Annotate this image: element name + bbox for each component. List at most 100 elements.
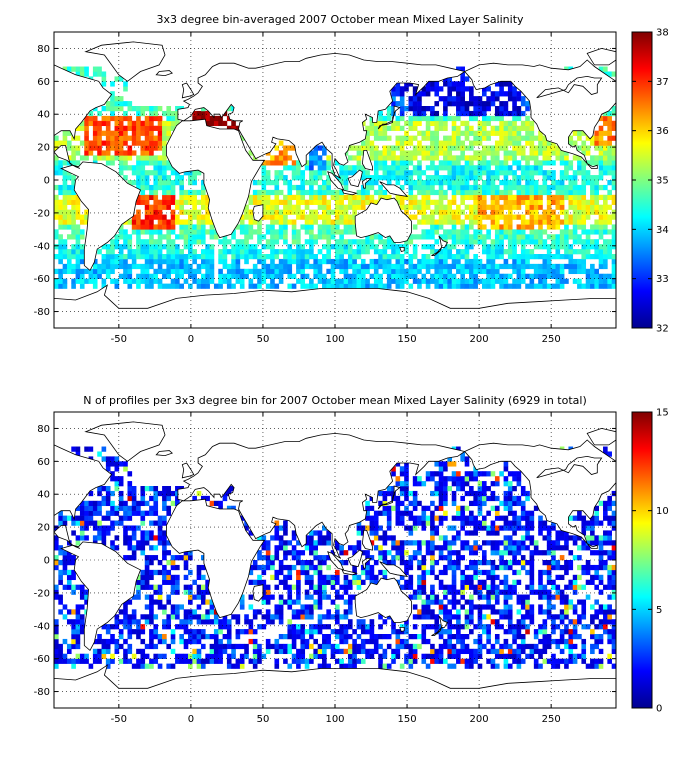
bin-cell (577, 258, 582, 265)
bin-cell (564, 175, 569, 181)
bin-cell (335, 569, 340, 576)
bin-cell (399, 638, 405, 645)
bin-cell (490, 244, 496, 250)
bin-cell (196, 115, 202, 122)
bin-cell (438, 471, 444, 477)
bin-cell (153, 505, 159, 511)
bin-cell (585, 249, 591, 255)
bin-cell (603, 258, 608, 265)
bin-cell (118, 130, 124, 136)
bin-cell (382, 263, 388, 270)
bin-cell (555, 263, 561, 270)
bin-cell (499, 209, 504, 215)
bin-cell (577, 189, 582, 196)
bin-cell (54, 170, 59, 176)
bin-cell (179, 273, 184, 279)
bin-cell (464, 120, 470, 127)
bin-cell (572, 204, 578, 210)
bin-cell (486, 530, 491, 536)
bin-cell (520, 145, 526, 151)
bin-cell (313, 555, 318, 561)
bin-cell (166, 574, 172, 581)
bin-cell (529, 283, 535, 289)
bin-cell (490, 550, 496, 556)
bin-cell (313, 150, 318, 156)
bin-cell (347, 609, 353, 615)
bin-cell (559, 283, 565, 289)
bin-cell (326, 609, 331, 615)
bin-cell (512, 101, 517, 107)
bin-cell (75, 239, 81, 245)
bin-cell (54, 535, 59, 541)
bin-cell (507, 194, 513, 201)
bin-cell (564, 249, 569, 255)
bin-cell (499, 254, 504, 260)
bin-cell (391, 658, 396, 664)
bin-cell (516, 278, 522, 284)
bin-cell (382, 550, 388, 556)
bin-cell (373, 258, 379, 265)
bin-cell (257, 643, 262, 650)
bin-cell (412, 263, 418, 270)
bin-cell (564, 165, 569, 171)
bin-cell (105, 249, 111, 255)
bin-cell (200, 619, 206, 625)
bin-cell (317, 574, 323, 581)
bin-cell (473, 155, 478, 161)
bin-cell (166, 110, 172, 117)
bin-cell (123, 619, 128, 625)
bin-cell (382, 505, 388, 511)
bin-cell (88, 515, 94, 521)
bin-cell (360, 643, 366, 650)
bin-cell (494, 155, 500, 161)
bin-cell (335, 254, 340, 260)
bin-cell (464, 481, 470, 487)
bin-cell (551, 234, 556, 240)
bin-cell (326, 184, 331, 191)
bin-cell (568, 160, 574, 166)
bin-cell (425, 604, 431, 610)
bin-cell (140, 510, 146, 516)
bin-cell (304, 254, 310, 260)
bin-cell (382, 283, 388, 289)
bin-cell (598, 258, 604, 265)
bin-cell (97, 505, 102, 511)
bin-cell (533, 283, 539, 289)
bin-cell (373, 648, 379, 655)
bin-cell (430, 160, 435, 166)
bin-cell (335, 609, 340, 615)
bin-cell (451, 209, 457, 215)
bin-cell (598, 115, 604, 122)
bin-cell (568, 229, 574, 235)
bin-cell (218, 258, 223, 265)
bin-cell (270, 560, 275, 566)
bin-cell (551, 145, 556, 151)
bin-cell (192, 209, 197, 215)
bin-cell (62, 66, 68, 72)
bin-cell (136, 263, 141, 270)
bin-cell (369, 629, 375, 635)
bin-cell (162, 214, 167, 220)
bin-cell (417, 278, 422, 284)
bin-cell (577, 199, 582, 205)
bin-cell (365, 505, 370, 511)
land-polygon (53, 64, 113, 141)
bin-cell (507, 199, 513, 205)
bin-cell (460, 555, 465, 561)
bin-cell (200, 278, 206, 284)
bin-cell (421, 110, 427, 117)
bin-cell (456, 106, 461, 112)
bin-cell (54, 564, 59, 571)
bin-cell (417, 170, 422, 176)
bin-cell (205, 120, 210, 127)
bin-cell (222, 614, 228, 620)
bin-cell (443, 466, 448, 472)
bin-cell (304, 540, 310, 546)
bin-cell (62, 569, 68, 576)
bin-cell (473, 140, 478, 146)
bin-cell (451, 653, 457, 659)
bin-cell (188, 180, 193, 186)
bin-cell (460, 254, 465, 260)
bin-cell (577, 145, 582, 151)
bin-cell (252, 229, 258, 235)
